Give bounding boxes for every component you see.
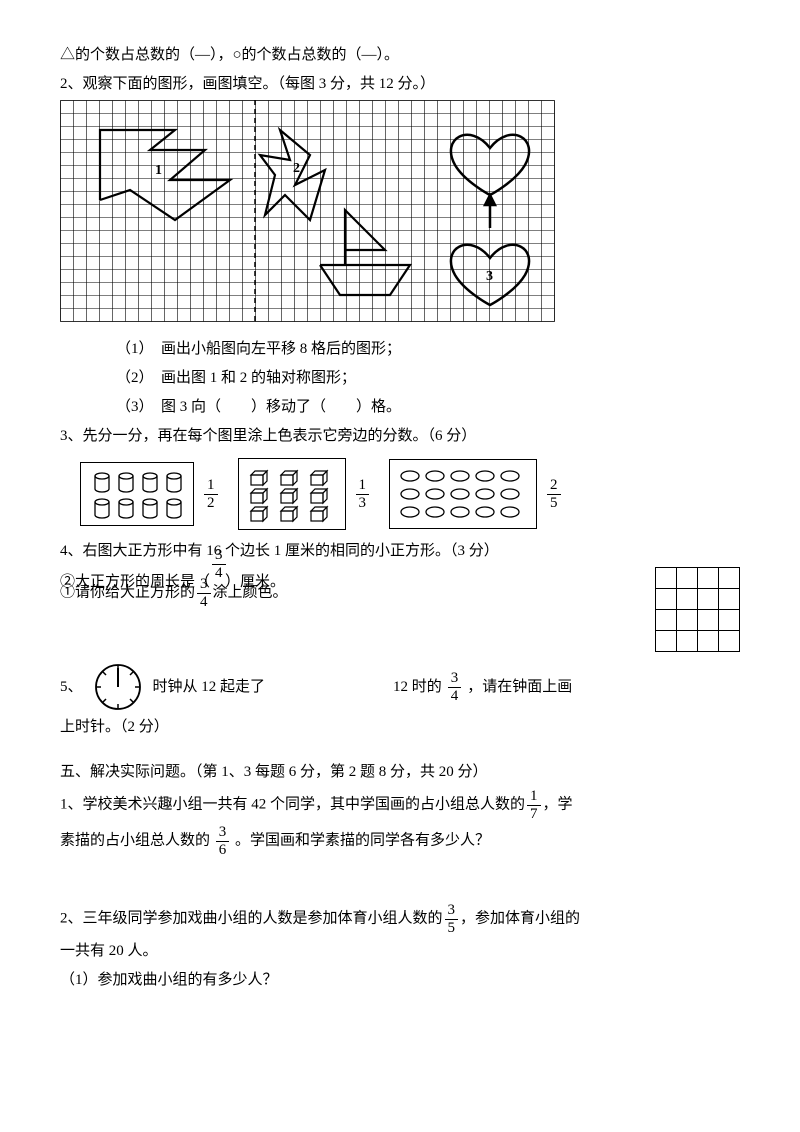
sec5-p2c: 一共有 20 人。 bbox=[60, 938, 740, 965]
q2-grid-figure: 1 2 3 bbox=[60, 100, 740, 334]
sec5-p2d: （1）参加戏曲小组的有多少人？ bbox=[60, 967, 740, 994]
q4-line-a: ②大正方形的周长是（ ）厘米。 bbox=[60, 574, 285, 590]
q3-header: 3、先分一分，再在每个图里涂上色表示它旁边的分数。（6 分） bbox=[60, 423, 740, 450]
q2-header: 2、观察下面的图形，画图填空。（每图 3 分，共 12 分。） bbox=[60, 71, 740, 98]
q5-t3: ，请在钟面上画 bbox=[467, 674, 572, 701]
sec5-p1b: ，学 bbox=[543, 796, 573, 812]
q4-grid-4x4 bbox=[655, 567, 740, 652]
q3-frac-3: 25 bbox=[547, 477, 561, 511]
q5-label: 5、 bbox=[60, 674, 83, 701]
q2-label-3: 3 bbox=[486, 269, 493, 284]
q3-frac-2: 13 bbox=[356, 477, 370, 511]
sec5-p2a: 2、三年级同学参加戏曲小组的人数是参加体育小组人数的 bbox=[60, 910, 443, 926]
sec5-p1f1: 17 bbox=[527, 788, 541, 822]
sec5-p1d: 。学国画和学素描的同学各有多少人？ bbox=[231, 832, 490, 848]
clock-icon bbox=[93, 662, 143, 712]
sec5-header: 五、解决实际问题。（第 1、3 每题 6 分，第 2 题 8 分，共 20 分） bbox=[60, 759, 740, 786]
q2-label-2: 2 bbox=[293, 161, 300, 176]
q3-figures: 12 13 25 bbox=[80, 458, 740, 530]
q5-t4: 上时针。（2 分） bbox=[60, 714, 740, 741]
q2-label-1: 1 bbox=[155, 163, 162, 178]
q2-sub3: （3） 图 3 向（ ）移动了（ ）格。 bbox=[116, 394, 740, 421]
sec5-p1c: 素描的占小组总人数的 bbox=[60, 832, 214, 848]
q3-box-cylinders bbox=[80, 462, 194, 526]
q5-t2: 12 时的 bbox=[393, 674, 442, 701]
q3-box-ovals bbox=[389, 459, 537, 529]
q3-box-cubes bbox=[238, 458, 346, 530]
q5-frac: 34 bbox=[448, 670, 462, 704]
sec5-p1f2: 36 bbox=[216, 824, 230, 858]
q3-frac-1: 12 bbox=[204, 477, 218, 511]
sec5-p2b: ，参加体育小组的 bbox=[460, 910, 580, 926]
q4-frac-offset: 34 bbox=[212, 547, 226, 581]
q2-sub2: （2） 画出图 1 和 2 的轴对称图形； bbox=[116, 365, 740, 392]
sec5-p1a: 1、学校美术兴趣小组一共有 42 个同学，其中学国画的占小组总人数的 bbox=[60, 796, 525, 812]
q2-sub1: （1） 画出小船图向左平移 8 格后的图形； bbox=[116, 336, 740, 363]
q5-t1: 时钟从 12 起走了 bbox=[153, 674, 266, 701]
sec5-p2f: 35 bbox=[445, 902, 459, 936]
q4-header: 4、右图大正方形中有 16 个边长 1 厘米的相同的小正方形。（3 分） bbox=[60, 538, 740, 565]
q1-text: △的个数占总数的（—），○的个数占总数的（—）。 bbox=[60, 42, 740, 69]
